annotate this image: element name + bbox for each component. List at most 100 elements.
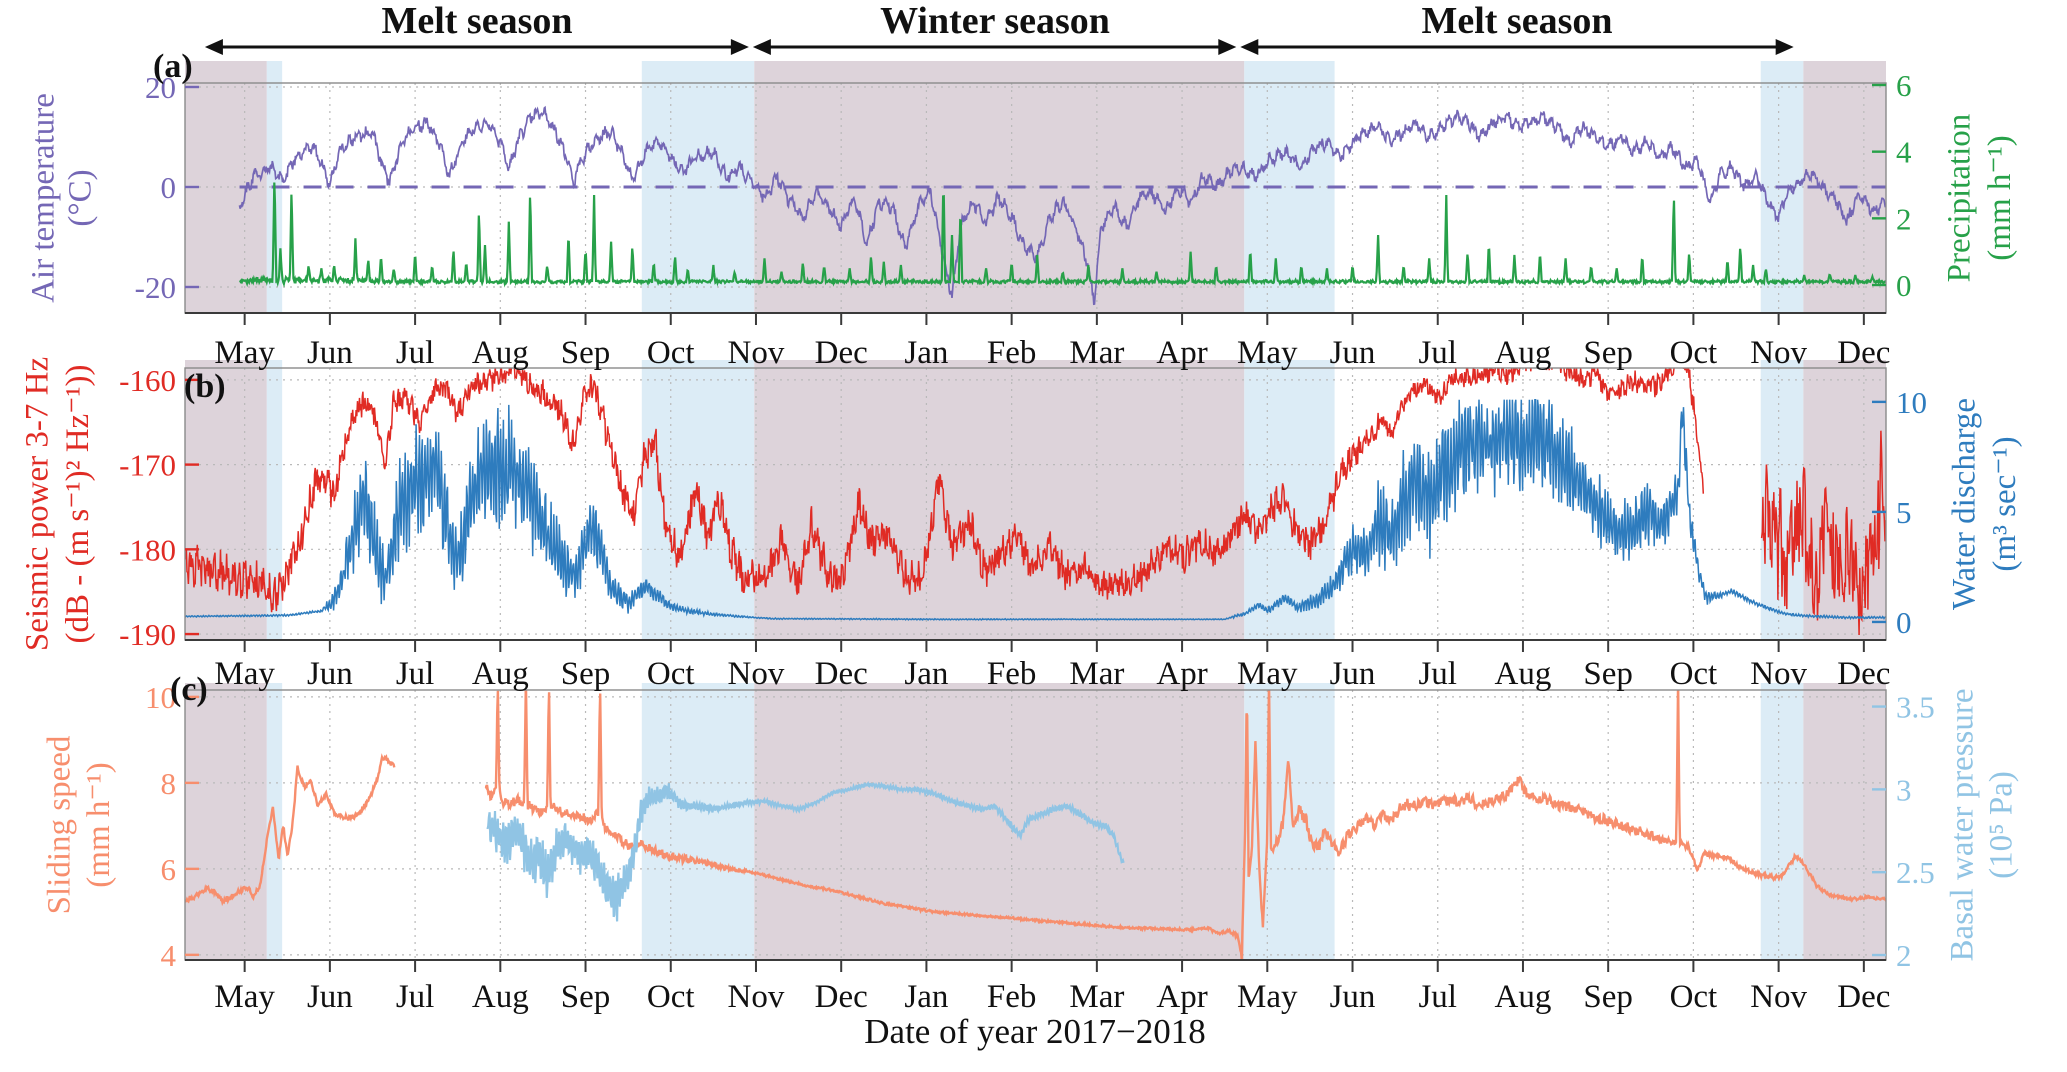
- right-tick-label: 2: [1896, 201, 1912, 236]
- season-arrowhead-left: [204, 39, 223, 55]
- month-label: Nov: [1750, 656, 1807, 692]
- month-label: Sep: [1583, 979, 1633, 1015]
- season-arrowhead-right: [1218, 39, 1237, 55]
- month-label: Oct: [1670, 656, 1718, 692]
- month-label: Dec: [815, 335, 868, 371]
- month-label: Oct: [647, 656, 695, 692]
- month-label: Jul: [1418, 335, 1457, 371]
- right-tick-label: 3.5: [1896, 690, 1935, 725]
- month-label: Jun: [307, 979, 353, 1015]
- right-tick-label: 5: [1896, 495, 1912, 530]
- month-label: Apr: [1156, 335, 1207, 371]
- left-tick-label: 0: [161, 170, 177, 205]
- month-label: Aug: [1495, 979, 1552, 1015]
- month-label: Nov: [728, 979, 785, 1015]
- month-label: Dec: [1837, 656, 1890, 692]
- month-label: Mar: [1069, 335, 1124, 371]
- month-label: Jul: [396, 656, 435, 692]
- month-label: Jul: [1418, 656, 1457, 692]
- month-label: Sep: [561, 656, 611, 692]
- month-label: May: [1237, 335, 1298, 371]
- left-tick-label: -180: [119, 532, 176, 567]
- right-tick-label: 10: [1896, 385, 1927, 420]
- sliding-speed-line: [185, 753, 396, 907]
- month-label: Sep: [1583, 335, 1633, 371]
- left-tick-label: 8: [161, 766, 177, 801]
- season-band-blue: [1760, 683, 1804, 960]
- month-label: Dec: [815, 979, 868, 1015]
- month-label: Jul: [396, 335, 435, 371]
- right-tick-label: 3: [1896, 772, 1912, 807]
- month-label: Sep: [1583, 656, 1633, 692]
- month-label: Nov: [1750, 335, 1807, 371]
- month-label: Aug: [472, 979, 529, 1015]
- right-tick-label: 2.5: [1896, 855, 1935, 890]
- month-label: May: [1237, 979, 1298, 1015]
- season-band-purple: [185, 360, 267, 640]
- season-band-purple: [1803, 683, 1886, 960]
- axis-title-sliding-speed: Sliding speed: [41, 735, 78, 915]
- season-band-blue: [1244, 683, 1335, 960]
- month-label: Oct: [1670, 335, 1718, 371]
- month-label: Mar: [1069, 656, 1124, 692]
- month-label: Mar: [1069, 979, 1124, 1015]
- air-temperature-line: [238, 105, 1886, 306]
- month-label: Oct: [647, 979, 695, 1015]
- axis-title-precipitation: Precipitation: [1941, 113, 1978, 283]
- month-label: Feb: [987, 656, 1037, 692]
- precipitation-line: [238, 182, 1886, 288]
- axis-title-water-discharge: Water discharge: [1946, 397, 1983, 611]
- season-band-purple: [754, 61, 1245, 313]
- month-label: Nov: [1750, 979, 1807, 1015]
- month-label: Aug: [472, 656, 529, 692]
- month-label: Dec: [1837, 979, 1890, 1015]
- left-tick-label: 10: [145, 680, 176, 715]
- season-label-melt-1: Melt season: [381, 0, 572, 42]
- month-label: Apr: [1156, 656, 1207, 692]
- panel-tag-c: (c): [170, 671, 208, 708]
- right-tick-label: 0: [1896, 605, 1912, 640]
- left-tick-label: -190: [119, 617, 176, 652]
- month-label: Feb: [987, 979, 1037, 1015]
- seismic-power-line: [185, 368, 1705, 613]
- month-label: Jan: [904, 656, 948, 692]
- season-band-blue: [266, 360, 283, 640]
- month-label: Feb: [987, 335, 1037, 371]
- month-label: Jul: [396, 979, 435, 1015]
- month-label: Oct: [1670, 979, 1718, 1015]
- month-label: Dec: [815, 656, 868, 692]
- right-tick-label: 6: [1896, 68, 1912, 103]
- month-label: Sep: [561, 979, 611, 1015]
- month-label: Jun: [1330, 656, 1376, 692]
- axis-title-air-temperature-unit: (°C): [62, 169, 99, 227]
- season-arrowhead-right: [1775, 39, 1794, 55]
- water-discharge-line: [185, 398, 1886, 621]
- month-label: Jan: [904, 335, 948, 371]
- season-arrowhead-left: [1240, 39, 1259, 55]
- month-label: May: [214, 335, 275, 371]
- axis-title-basal-water-pressure-unit: (10⁵ Pa): [1983, 771, 2020, 879]
- month-label: Jun: [1330, 335, 1376, 371]
- axis-title-basal-water-pressure: Basal water pressure: [1944, 688, 1981, 962]
- month-label: Dec: [1837, 335, 1890, 371]
- month-label: Nov: [728, 656, 785, 692]
- season-band-purple: [185, 683, 267, 960]
- month-label: Oct: [647, 335, 695, 371]
- month-label: Aug: [1495, 656, 1552, 692]
- month-label: Aug: [472, 335, 529, 371]
- season-band-purple: [754, 683, 1245, 960]
- season-arrowhead-left: [752, 39, 771, 55]
- axis-title-seismic-power-unit: (dB - (m s⁻¹)² Hz⁻¹)): [60, 364, 96, 644]
- season-band-blue: [641, 683, 755, 960]
- month-label: May: [1237, 656, 1298, 692]
- month-label: Nov: [728, 335, 785, 371]
- panel-tag-b: (b): [184, 368, 226, 405]
- right-tick-label: 4: [1896, 135, 1912, 170]
- axis-title-sliding-speed-unit: (mm h⁻¹): [81, 762, 117, 888]
- left-tick-label: 6: [161, 852, 177, 887]
- left-tick-label: -20: [135, 270, 176, 305]
- sliding-speed-line: [484, 690, 1886, 960]
- month-label: May: [214, 656, 275, 692]
- right-tick-label: 0: [1896, 268, 1912, 303]
